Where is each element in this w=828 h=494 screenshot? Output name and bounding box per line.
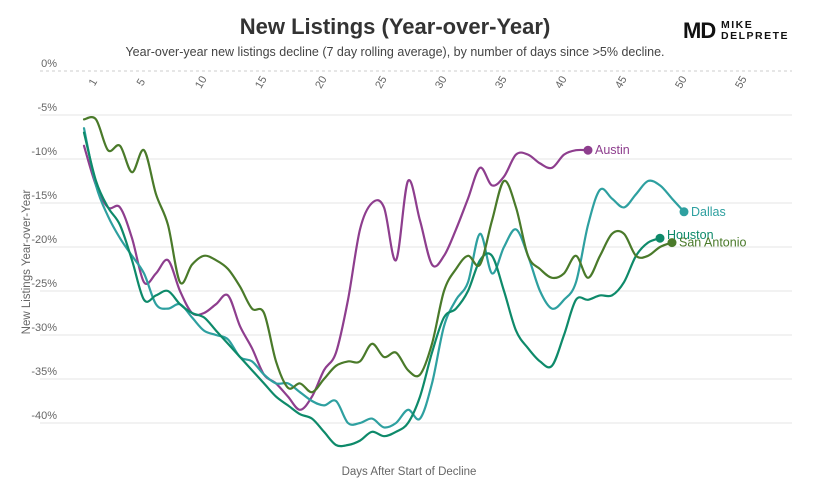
- x-tick-label: 15: [253, 74, 270, 91]
- brand-logo: MD MIKE DELPRETE: [683, 17, 813, 47]
- x-tick-label: 20: [313, 74, 330, 91]
- series-line-houston: [82, 131, 662, 448]
- y-tick-label: -20%: [31, 234, 57, 246]
- y-tick-label: -5%: [37, 102, 57, 114]
- y-tick-label: -30%: [31, 322, 57, 334]
- y-axis-ticks: 0% -5% -10% -15% -20% -25% -30% -35% -40%: [31, 58, 57, 422]
- series-line-dallas: [82, 127, 686, 429]
- y-tick-label: -40%: [31, 410, 57, 422]
- series-end-marker-san-antonio: [667, 238, 677, 248]
- chart-title: New Listings (Year-over-Year): [239, 14, 551, 39]
- series-line-san-antonio: [82, 116, 674, 394]
- y-axis-label: New Listings Year-over-Year: [21, 189, 33, 334]
- series-end-marker-austin: [583, 145, 593, 155]
- x-tick-label: 40: [553, 74, 570, 91]
- y-tick-label: -25%: [31, 278, 57, 290]
- x-tick-label: 5: [135, 77, 148, 88]
- x-tick-label: 35: [493, 74, 510, 91]
- x-tick-label: 50: [673, 74, 690, 91]
- y-tick-label: -15%: [31, 190, 57, 202]
- x-tick-label: 25: [373, 74, 390, 91]
- x-tick-label: 1: [87, 77, 100, 88]
- x-tick-label: 55: [733, 74, 750, 91]
- brand-name-line1: MIKE: [721, 19, 754, 31]
- brand-mark: MD: [683, 18, 716, 43]
- series-line-austin: [82, 144, 590, 411]
- y-tick-label: -10%: [31, 146, 57, 158]
- series-end-label-san-antonio: San Antonio: [679, 236, 746, 250]
- chart-subtitle: Year-over-year new listings decline (7 d…: [125, 45, 665, 59]
- brand-name: MIKE DELPRETE: [721, 20, 789, 42]
- series-end-label-houston: Houston: [667, 228, 714, 242]
- series-end-marker-dallas: [679, 207, 689, 217]
- y-tick-label: 0%: [41, 58, 57, 70]
- x-tick-label: 45: [613, 74, 630, 91]
- series-end-marker-houston: [655, 233, 665, 243]
- x-axis-label: Days After Start of Decline: [342, 466, 477, 478]
- series-end-label-dallas: Dallas: [691, 205, 726, 219]
- x-tick-label: 10: [193, 74, 210, 91]
- series-end-label-austin: Austin: [595, 143, 630, 157]
- x-tick-label: 30: [433, 74, 450, 91]
- brand-name-line2: DELPRETE: [721, 30, 790, 42]
- y-tick-label: -35%: [31, 366, 57, 378]
- x-axis-ticks: 1 5 10 15 20 25 30 35 40 45 50 55: [87, 74, 750, 91]
